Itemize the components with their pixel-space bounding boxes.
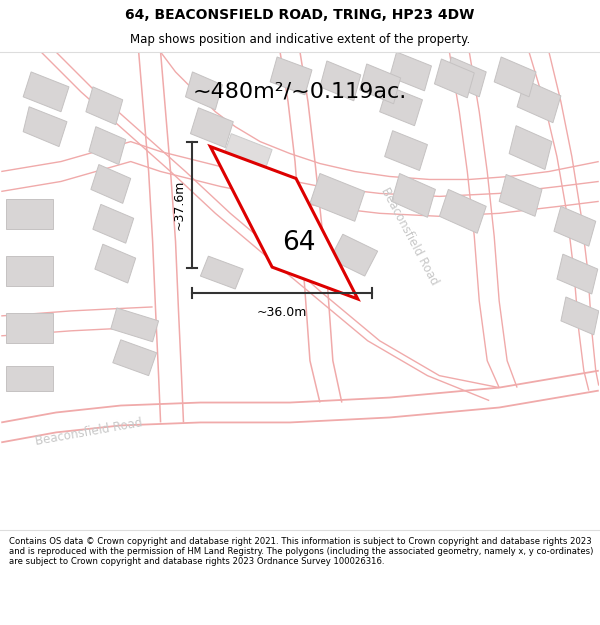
- Polygon shape: [499, 174, 542, 216]
- Polygon shape: [86, 87, 123, 125]
- Text: ~37.6m: ~37.6m: [173, 179, 186, 230]
- Polygon shape: [360, 64, 401, 104]
- Polygon shape: [185, 72, 223, 110]
- Polygon shape: [554, 206, 596, 246]
- Polygon shape: [190, 107, 233, 148]
- Polygon shape: [445, 57, 486, 97]
- Polygon shape: [380, 86, 422, 126]
- Polygon shape: [91, 164, 131, 203]
- Polygon shape: [270, 57, 312, 95]
- Polygon shape: [320, 61, 361, 101]
- Text: Map shows position and indicative extent of the property.: Map shows position and indicative extent…: [130, 32, 470, 46]
- Polygon shape: [113, 340, 157, 376]
- Polygon shape: [6, 256, 53, 286]
- Polygon shape: [389, 52, 431, 91]
- Polygon shape: [6, 366, 53, 391]
- Polygon shape: [6, 313, 53, 342]
- Polygon shape: [517, 80, 561, 122]
- Polygon shape: [23, 107, 67, 147]
- Polygon shape: [509, 126, 552, 169]
- Polygon shape: [93, 204, 134, 243]
- Text: Beaconsfield Road: Beaconsfield Road: [379, 185, 441, 288]
- Text: 64, BEACONSFIELD ROAD, TRING, HP23 4DW: 64, BEACONSFIELD ROAD, TRING, HP23 4DW: [125, 8, 475, 21]
- Polygon shape: [23, 72, 69, 112]
- Polygon shape: [392, 174, 436, 218]
- Polygon shape: [6, 199, 53, 229]
- Text: ~36.0m: ~36.0m: [257, 306, 307, 319]
- Polygon shape: [561, 297, 599, 335]
- Polygon shape: [200, 256, 243, 289]
- Polygon shape: [111, 308, 158, 342]
- Polygon shape: [211, 147, 358, 299]
- Polygon shape: [557, 254, 598, 294]
- Polygon shape: [224, 134, 272, 169]
- Polygon shape: [330, 234, 377, 276]
- Polygon shape: [494, 57, 536, 97]
- Polygon shape: [434, 59, 474, 98]
- Polygon shape: [439, 189, 486, 233]
- Polygon shape: [95, 244, 136, 283]
- Text: Beaconsfield Road: Beaconsfield Road: [34, 417, 143, 448]
- Text: ~480m²/~0.119ac.: ~480m²/~0.119ac.: [193, 82, 407, 102]
- Text: Contains OS data © Crown copyright and database right 2021. This information is : Contains OS data © Crown copyright and d…: [9, 537, 593, 566]
- Polygon shape: [310, 174, 365, 221]
- Text: 64: 64: [282, 230, 316, 256]
- Polygon shape: [89, 127, 126, 164]
- Polygon shape: [385, 131, 427, 171]
